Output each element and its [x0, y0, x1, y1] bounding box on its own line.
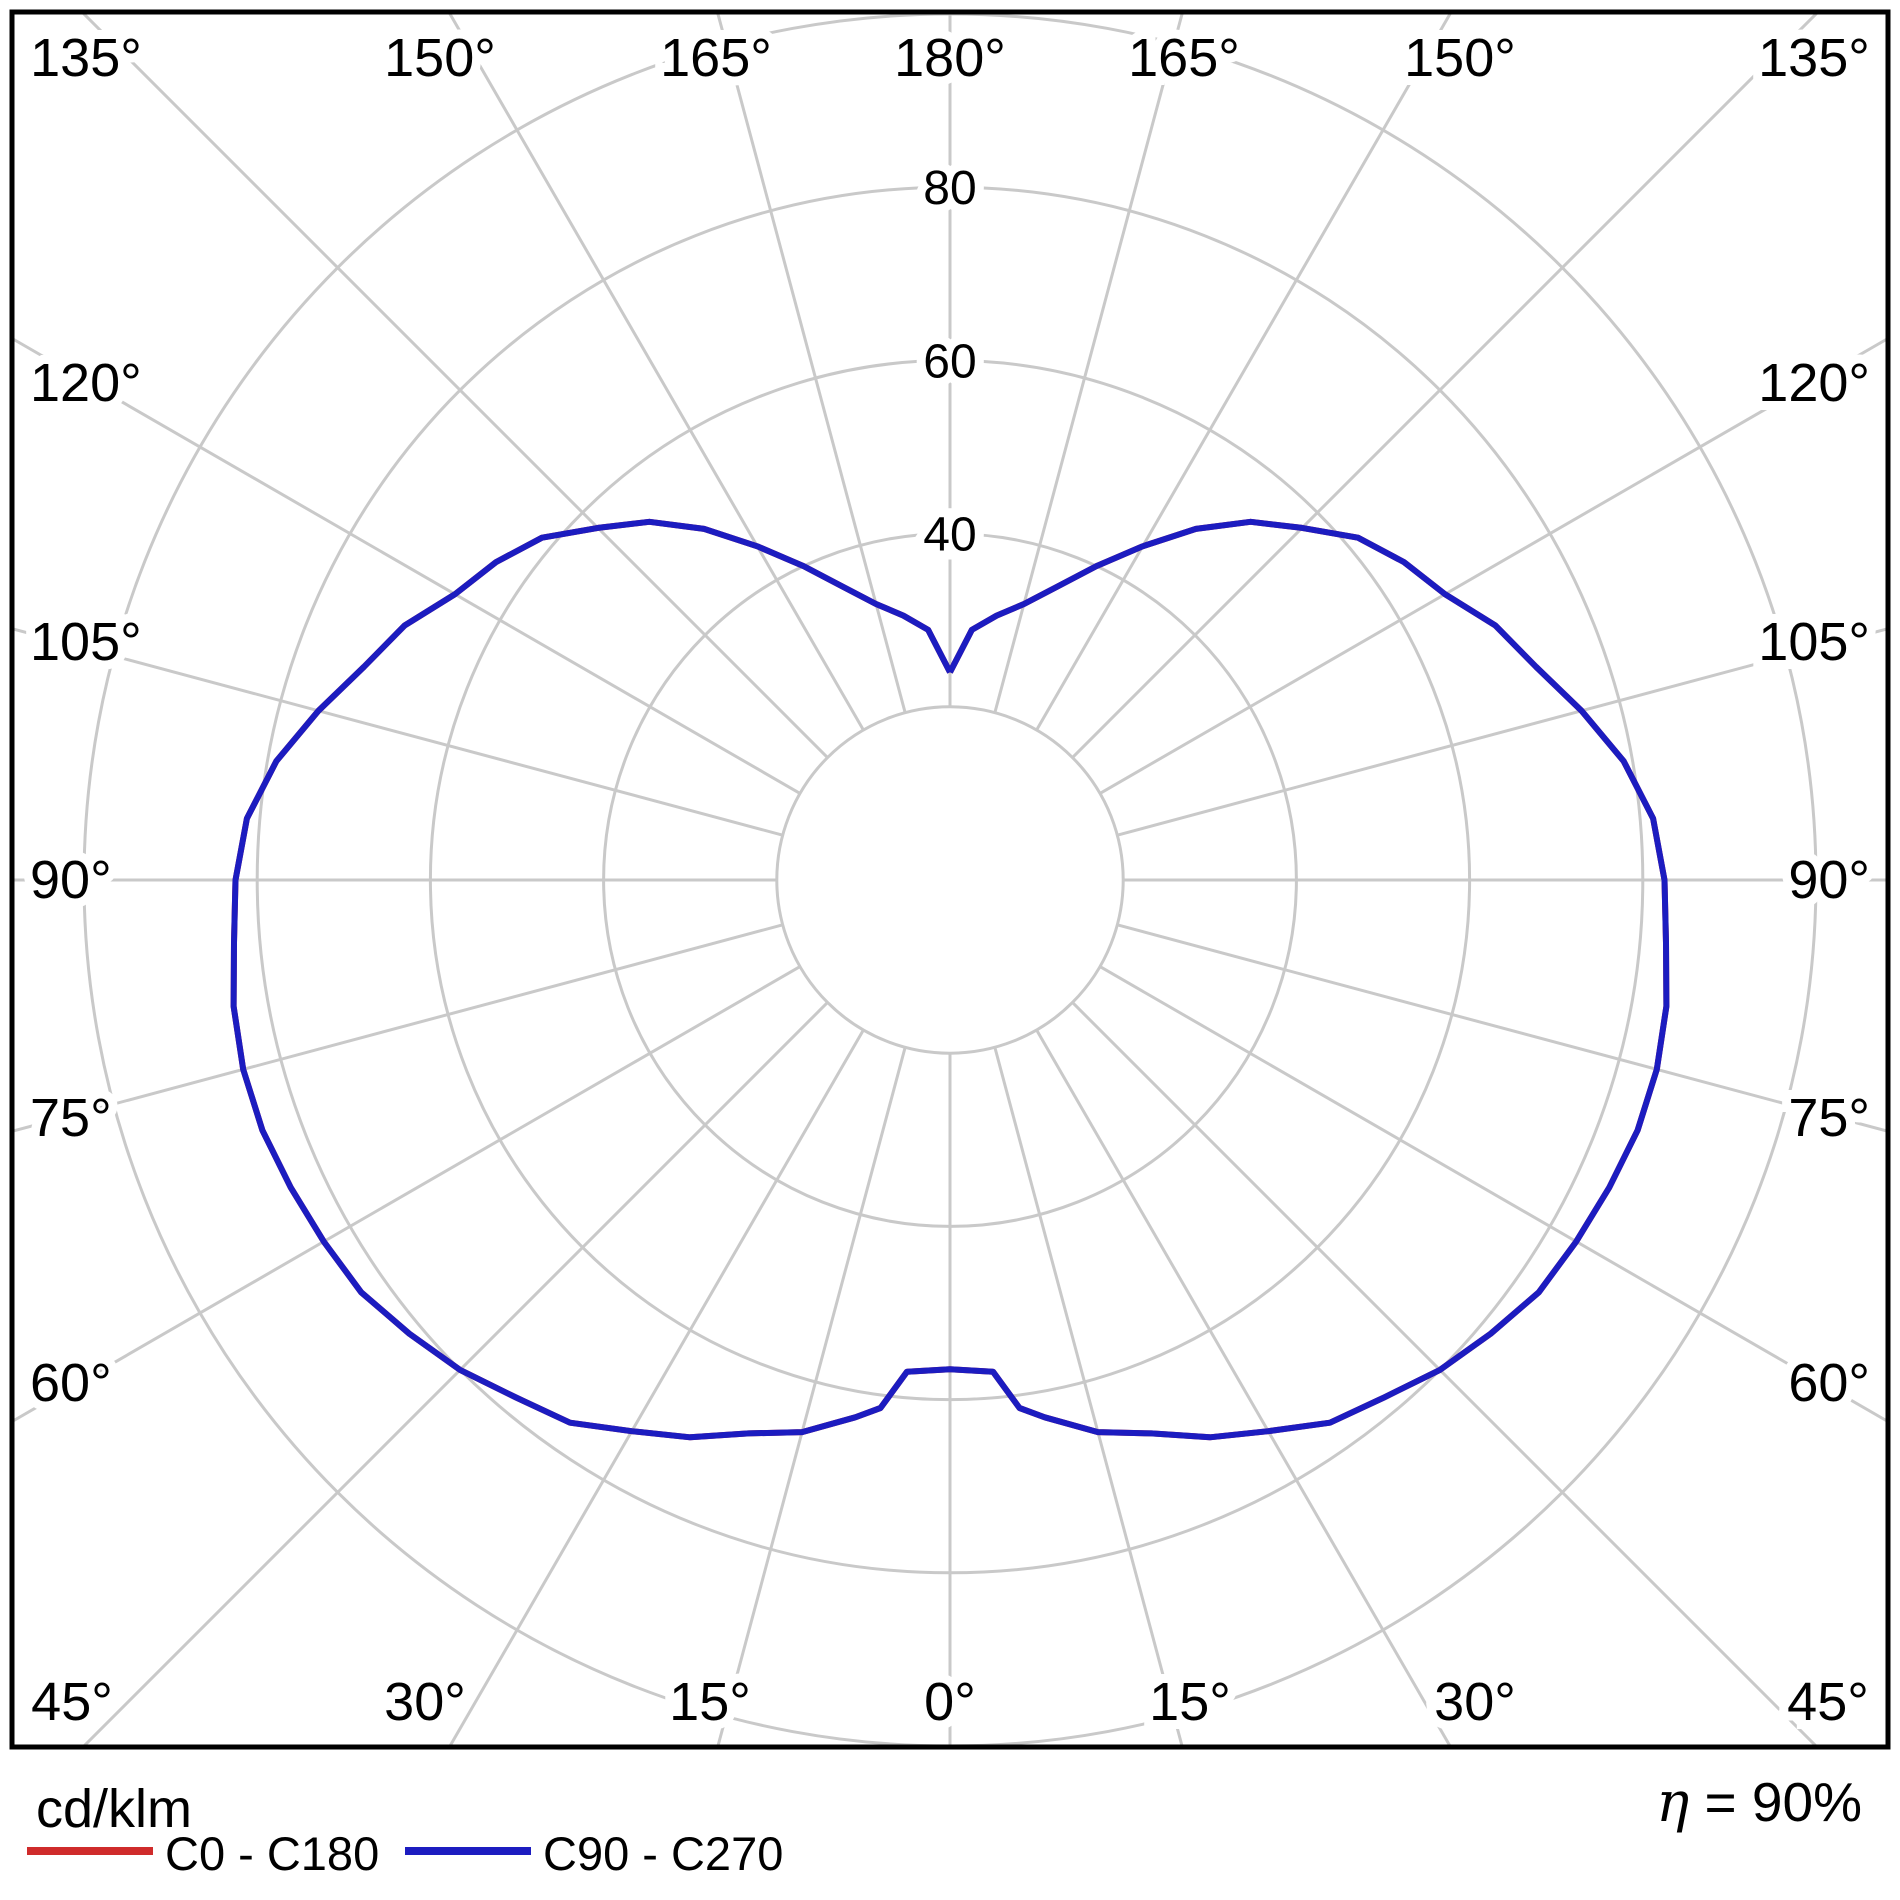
grid-ray [12, 627, 784, 837]
grid-ray [1071, 12, 1821, 759]
angle-label: 30° [384, 1672, 466, 1732]
radial-tick-label: 40 [923, 509, 976, 562]
angle-label: 30° [1434, 1672, 1516, 1732]
grid-ray [1071, 1001, 1820, 1747]
angle-label: 75° [1788, 1088, 1870, 1148]
grid-ray [1035, 12, 1453, 731]
grid-circle [255, 185, 1645, 1575]
grid-ray [1035, 1029, 1453, 1747]
angle-label: 180° [894, 28, 1006, 88]
grid-ray [12, 336, 801, 795]
grid-ray [993, 12, 1185, 714]
radial-tick-label: 80 [923, 162, 976, 215]
angle-label: 165° [660, 28, 772, 88]
angle-label: 90° [30, 850, 112, 910]
grid-ray [715, 12, 907, 714]
eta-symbol: η [1656, 1770, 1690, 1834]
angle-label: 120° [30, 353, 142, 413]
legend-line-c0-c180 [27, 1847, 153, 1855]
grid-ray [1116, 923, 1888, 1133]
angle-label: 105° [30, 612, 142, 672]
angle-label: 15° [669, 1672, 751, 1732]
angle-label: 15° [1149, 1672, 1231, 1732]
units-label: cd/klm [36, 1779, 193, 1839]
angle-label: 135° [30, 28, 142, 88]
angle-label: 105° [1758, 612, 1870, 672]
angle-label: 45° [31, 1672, 113, 1732]
grid-ray [12, 923, 784, 1133]
eta-value: = 90% [1689, 1771, 1863, 1833]
grid-circle [428, 358, 1472, 1402]
angle-label: 45° [1787, 1672, 1869, 1732]
grid-ray [12, 965, 801, 1424]
legend-line-c90-c270 [405, 1847, 531, 1855]
angle-label: 135° [1758, 28, 1870, 88]
legend-label-c0-c180: C0 - C180 [165, 1827, 380, 1880]
angle-label: 90° [1788, 850, 1870, 910]
angle-label: 150° [1404, 28, 1516, 88]
grid-ray [1099, 336, 1888, 795]
angle-label: 60° [30, 1353, 112, 1413]
legend-label-c90-c270: C90 - C270 [543, 1827, 784, 1880]
grid-ray [447, 12, 865, 731]
grid-ray [80, 1001, 829, 1747]
grid-ray [79, 12, 829, 759]
angle-label: 165° [1128, 28, 1240, 88]
grid-circle [775, 705, 1125, 1055]
angle-label: 150° [384, 28, 496, 88]
angle-label: 0° [924, 1672, 976, 1732]
angle-label: 75° [30, 1088, 112, 1148]
angle-label: 120° [1758, 353, 1870, 413]
grid-ray [1099, 965, 1888, 1424]
radial-tick-label: 60 [923, 335, 976, 388]
efficiency-label: η = 90% [1656, 1770, 1862, 1834]
curve-c90-c270 [230, 518, 1670, 1441]
grid-circle [602, 532, 1298, 1228]
plot-border [9, 9, 1891, 1750]
grid-ray [993, 1046, 1184, 1747]
grid-ray [1116, 627, 1888, 837]
angle-label: 60° [1788, 1353, 1870, 1413]
grid-ray [716, 1046, 907, 1747]
grid-ray [447, 1029, 865, 1747]
